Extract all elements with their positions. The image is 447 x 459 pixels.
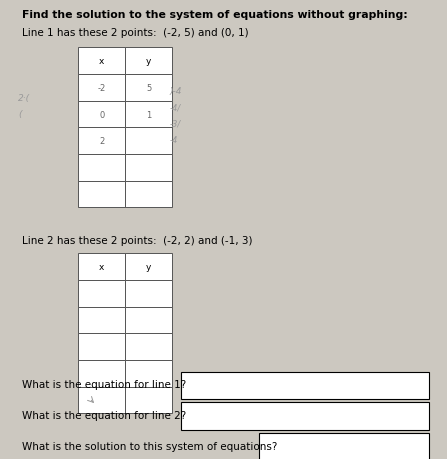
Text: Line 2 has these 2 points:  (-2, 2) and (-1, 3): Line 2 has these 2 points: (-2, 2) and (… — [22, 235, 253, 245]
Text: )-4: )-4 — [170, 87, 182, 96]
Text: 5: 5 — [146, 84, 151, 93]
Bar — [125, 334, 172, 360]
Bar — [125, 101, 172, 128]
Bar — [125, 181, 172, 208]
Text: What is the equation for line 1?: What is the equation for line 1? — [22, 379, 186, 389]
Text: y: y — [146, 263, 152, 272]
Text: y: y — [146, 57, 152, 66]
Text: -2: -2 — [97, 84, 106, 93]
Text: -3/: -3/ — [170, 119, 181, 129]
Bar — [78, 128, 125, 155]
Bar — [78, 155, 125, 181]
Text: What is the solution to this system of equations?: What is the solution to this system of e… — [22, 441, 278, 451]
Text: x: x — [99, 57, 105, 66]
Text: What is the equation for line 2?: What is the equation for line 2? — [22, 410, 186, 420]
Text: Find the solution to the system of equations without graphing:: Find the solution to the system of equat… — [22, 10, 408, 20]
Bar — [125, 254, 172, 280]
Text: 2: 2 — [99, 137, 104, 146]
Bar — [78, 48, 125, 75]
Bar — [78, 334, 125, 360]
Text: -4/: -4/ — [170, 103, 181, 112]
Bar — [125, 155, 172, 181]
Bar — [78, 254, 125, 280]
Bar — [78, 75, 125, 101]
Bar — [125, 307, 172, 334]
Bar — [181, 403, 429, 430]
Text: 2·(: 2·( — [18, 94, 30, 103]
Text: -4: -4 — [170, 135, 178, 145]
Text: (: ( — [18, 110, 21, 119]
Bar — [78, 307, 125, 334]
Bar — [259, 433, 429, 459]
Text: Line 1 has these 2 points:  (-2, 5) and (0, 1): Line 1 has these 2 points: (-2, 5) and (… — [22, 28, 249, 38]
Bar — [78, 360, 125, 387]
Bar — [78, 101, 125, 128]
Bar — [125, 387, 172, 414]
Bar — [125, 75, 172, 101]
Bar — [78, 387, 125, 414]
Text: x: x — [99, 263, 105, 272]
Bar — [78, 181, 125, 208]
Bar — [125, 128, 172, 155]
Bar — [181, 372, 429, 399]
Bar — [78, 280, 125, 307]
Bar — [125, 280, 172, 307]
Bar — [125, 360, 172, 387]
Bar — [125, 48, 172, 75]
Text: 0: 0 — [99, 110, 104, 119]
Text: 1: 1 — [146, 110, 151, 119]
